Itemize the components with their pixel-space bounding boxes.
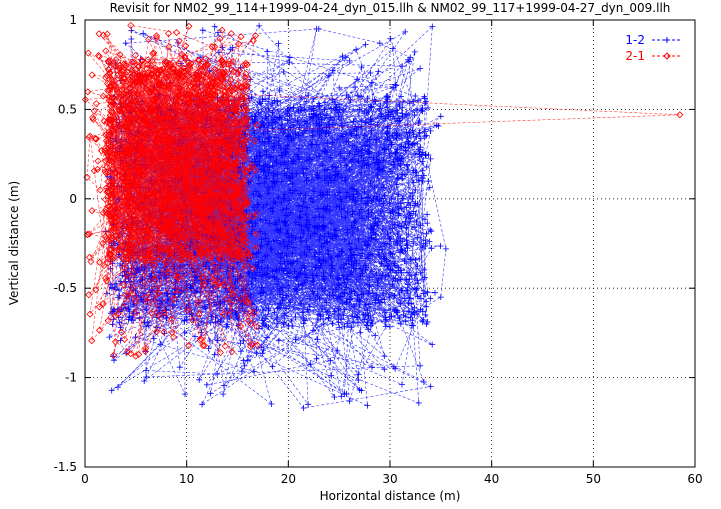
chart-title: Revisit for NM02_99_114+1999-04-24_dyn_0… (110, 1, 671, 15)
legend-marker-2-1 (663, 52, 671, 60)
legend-label-2-1: 2-1 (625, 49, 645, 63)
y-axis-label: Vertical distance (m) (7, 181, 21, 305)
y-tick-label: 0 (69, 192, 77, 206)
y-tick-label: -1.5 (54, 460, 77, 474)
legend-label-1-2: 1-2 (625, 33, 645, 47)
x-tick-label: 40 (484, 472, 499, 486)
x-tick-label: 10 (179, 472, 194, 486)
x-tick-label: 60 (687, 472, 702, 486)
series-markers-2-1 (81, 21, 684, 360)
legend: 1-22-1 (625, 33, 682, 63)
y-tick-label: -1 (65, 371, 77, 385)
legend-marker-1-2 (664, 37, 670, 43)
y-tick-label: 1 (69, 13, 77, 27)
x-tick-label: 30 (382, 472, 397, 486)
y-tick-label: -0.5 (54, 281, 77, 295)
x-tick-label: 20 (281, 472, 296, 486)
x-tick-label: 50 (586, 472, 601, 486)
data-layer (81, 21, 684, 411)
y-tick-label: 0.5 (58, 102, 77, 116)
x-axis-label: Horizontal distance (m) (320, 489, 461, 503)
tick-layer: 0 10 20 30 40 50 60 -1.5 -1 -0.5 0 0.5 1 (54, 13, 703, 486)
series-2-1 (81, 21, 684, 360)
x-tick-label: 0 (81, 472, 89, 486)
